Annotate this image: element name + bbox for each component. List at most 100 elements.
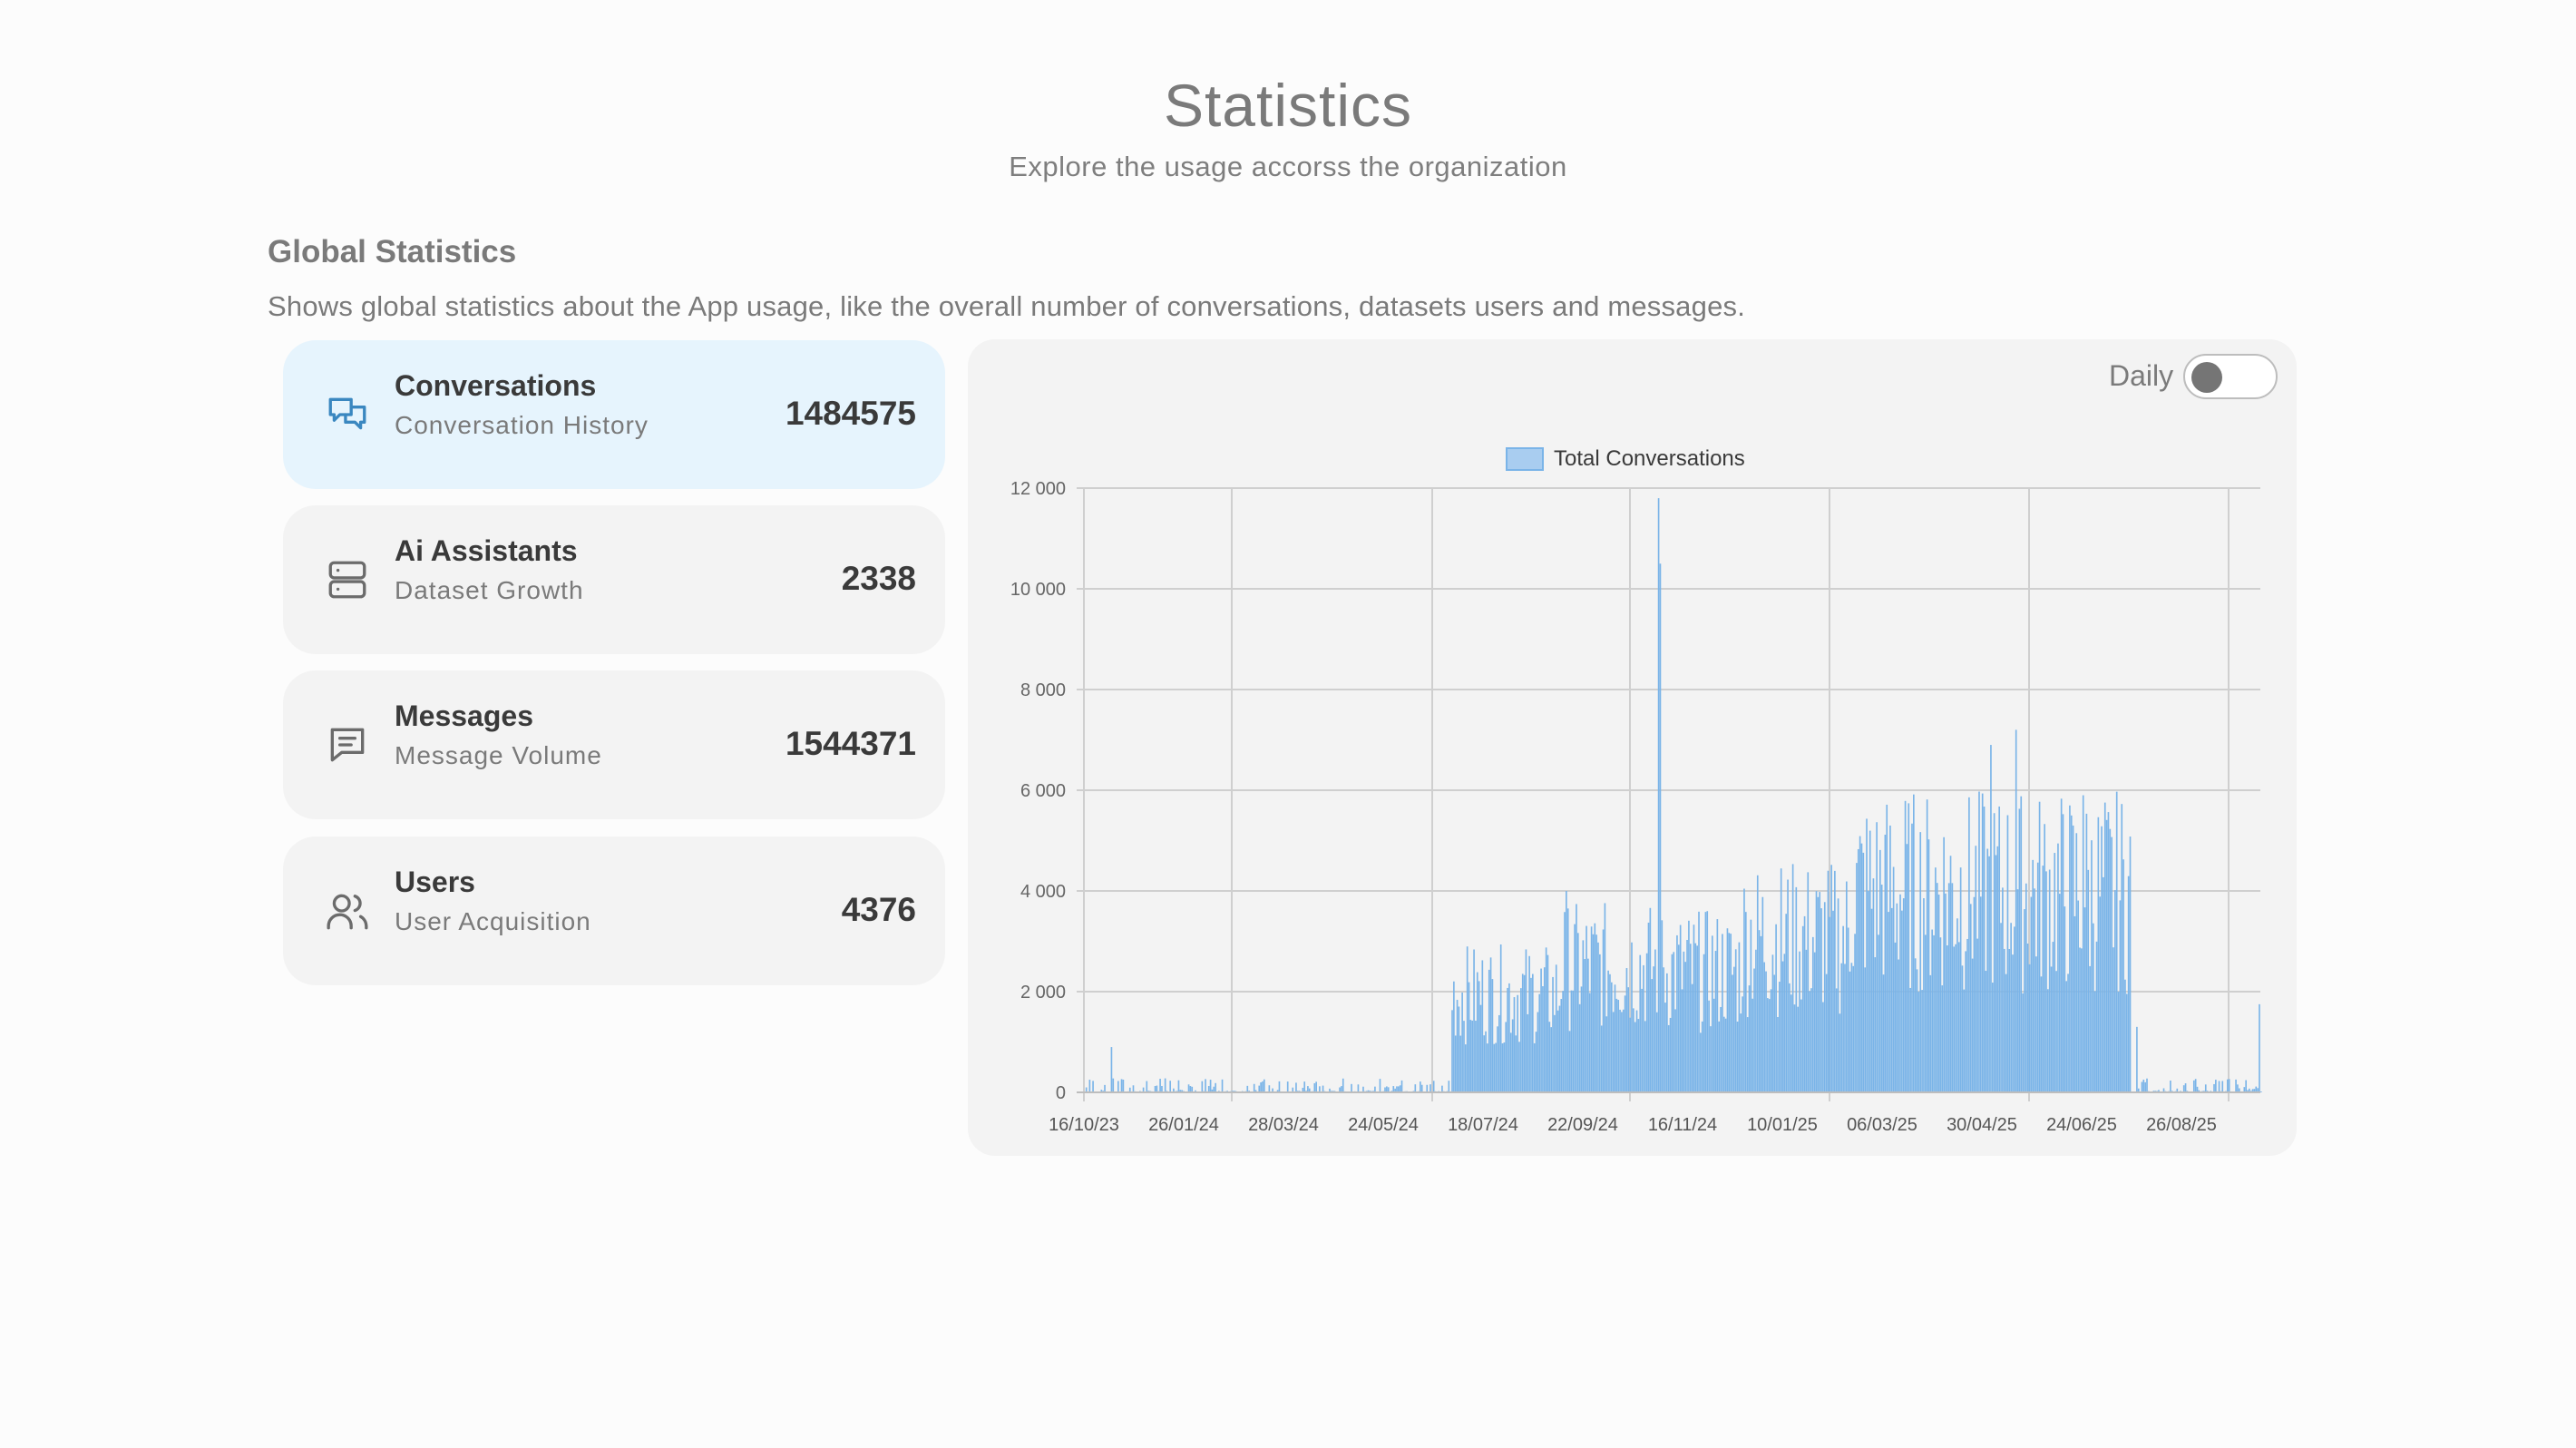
bar [1908,803,1910,1092]
bar [2115,791,2118,1092]
bar [1827,870,1830,1092]
bar [1674,1009,1676,1092]
bar [1100,1090,1103,1092]
bar [1466,946,1469,1092]
bar [1880,885,1883,1092]
daily-toggle[interactable] [2183,354,2278,399]
chat-bubbles-icon [325,392,370,437]
bar [1488,969,1490,1092]
bar [1744,912,1747,1092]
stat-card-users[interactable]: Users User Acquisition 4376 [283,837,945,985]
bar [2235,1079,2237,1092]
bar [1720,1006,1722,1092]
bar [1742,996,1743,1092]
bar [1505,1022,1508,1092]
bar [1643,964,1644,1092]
bar [1555,964,1557,1092]
bar [1995,855,1997,1092]
bar [1657,498,1660,1092]
card-title: Messages [395,700,533,732]
bar [1195,1090,1196,1092]
bar [1926,799,1928,1092]
section-description: Shows global statistics about the App us… [268,290,1746,322]
bar [2119,900,2122,1092]
bar [1732,974,1733,1092]
bar [1576,904,1577,1092]
bar [1562,991,1564,1092]
bar [1765,971,1767,1092]
card-title: Ai Assistants [395,534,578,567]
bar [1509,1032,1512,1092]
bar [1286,1081,1289,1092]
bar [1820,908,1822,1092]
bar [2113,947,2114,1092]
bar [2127,876,2130,1092]
bar [1566,908,1569,1092]
bar [2137,1088,2140,1092]
bar [1566,891,1567,1092]
bar [2045,871,2047,1092]
bar [2073,915,2076,1092]
bar [2064,906,2066,1092]
bar [1696,945,1698,1092]
x-tick-label: 24/05/24 [1348,1115,1419,1135]
y-tick-label: 6 000 [1020,781,1066,801]
bar [2092,923,2094,1092]
bar [1825,973,1828,1092]
bar [1965,951,1967,1092]
stat-card-messages[interactable]: Messages Message Volume 1544371 [283,670,945,819]
bar [1453,981,1455,1092]
bar [1961,965,1964,1092]
bar [1339,1087,1341,1092]
bar [1491,979,1494,1092]
x-tick-label: 16/11/24 [1648,1115,1717,1135]
bar [1980,896,1982,1092]
toggle-knob [2191,362,2222,393]
bar [1644,1021,1646,1092]
bar [1927,839,1930,1092]
bar [1624,995,1626,1092]
bar [2243,1087,2246,1092]
bar [1975,846,1977,1092]
bar [1683,951,1685,1092]
bar [1845,881,1848,1092]
legend-label[interactable]: Total Conversations [1554,446,1745,471]
bar [2099,896,2102,1092]
bar [1803,915,1806,1092]
stat-card-conversations[interactable]: Conversations Conversation History 14845… [283,340,945,489]
bar [2103,876,2104,1092]
bar [1191,1086,1194,1092]
x-tick-label: 26/01/24 [1148,1115,1219,1135]
legend-swatch[interactable] [1506,447,1544,471]
bar [1469,1020,1472,1092]
bar [1842,925,1844,1092]
bar [1262,1081,1264,1092]
bar [1592,934,1595,1092]
bar [1889,825,1891,1092]
bar [1919,832,1922,1092]
bar [2042,866,2044,1092]
stat-card-ai-assistants[interactable]: Ai Assistants Dataset Growth 2338 [283,505,945,654]
bar [1396,1086,1398,1092]
bar [1260,1082,1262,1092]
bar [1888,912,1889,1092]
bar [1205,1079,1206,1092]
bar [1169,1081,1172,1092]
bar [2008,949,2011,1092]
bar [1698,911,1700,1092]
bar [1473,949,1475,1092]
bar [1917,992,1920,1092]
bar [2124,979,2126,1092]
bar [1110,1047,1113,1092]
bar [2035,956,2037,1092]
bar [2044,824,2045,1092]
bar [1209,1080,1212,1092]
bar [1793,1004,1796,1092]
bar [1701,1021,1703,1092]
bar [1246,1085,1249,1092]
bar [1748,985,1751,1092]
bar [2251,1089,2254,1092]
bar [1641,988,1643,1092]
bar [1976,938,1978,1092]
bar [1458,1006,1460,1092]
